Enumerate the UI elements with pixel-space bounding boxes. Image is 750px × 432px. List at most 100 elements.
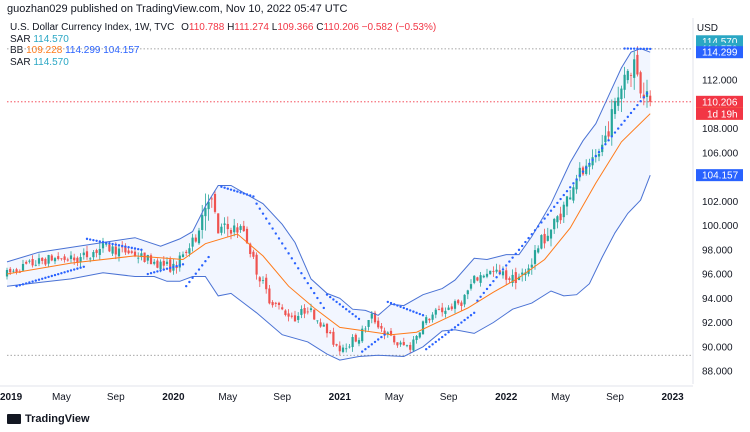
symbol-title[interactable]: U.S. Dollar Currency Index, 1W, TVC bbox=[10, 22, 175, 33]
candle-body bbox=[73, 257, 76, 261]
sar-dot bbox=[172, 265, 175, 269]
candle-body bbox=[117, 248, 121, 257]
candle-body bbox=[69, 255, 73, 260]
sar-dot bbox=[495, 276, 498, 279]
sar-dot bbox=[613, 131, 617, 134]
candle-body bbox=[143, 252, 146, 262]
candle-body bbox=[559, 213, 562, 221]
sar-dot bbox=[124, 245, 127, 248]
sar-dot bbox=[524, 240, 527, 244]
candle-body bbox=[332, 331, 335, 345]
candle-body bbox=[345, 348, 348, 350]
candle-body bbox=[114, 246, 117, 255]
candle-body bbox=[201, 214, 204, 230]
sar-dot bbox=[485, 287, 489, 291]
sar-dot bbox=[517, 248, 521, 252]
countdown-bg bbox=[696, 107, 743, 120]
sar-dot bbox=[508, 260, 511, 263]
sar-dot bbox=[140, 248, 143, 251]
candle-body bbox=[540, 235, 543, 249]
sar-dot bbox=[530, 233, 533, 236]
sar-dot bbox=[505, 264, 508, 267]
sar-dot bbox=[533, 229, 537, 232]
sar-dot bbox=[591, 158, 594, 162]
candle-body bbox=[476, 277, 479, 281]
sar1-value: 114.570 bbox=[33, 33, 69, 45]
candle-body bbox=[140, 253, 143, 258]
sar-dot bbox=[645, 47, 649, 51]
candle-body bbox=[239, 226, 242, 230]
sar-dot bbox=[482, 291, 485, 295]
sar-dot bbox=[229, 188, 233, 191]
candle-body bbox=[466, 290, 469, 295]
candle-body bbox=[287, 313, 290, 317]
sar-dot bbox=[476, 299, 479, 302]
candle-body bbox=[210, 198, 213, 200]
candle-body bbox=[383, 330, 386, 335]
sar-dot bbox=[255, 202, 258, 205]
sar-dot bbox=[300, 272, 303, 275]
sar-dot bbox=[383, 333, 386, 336]
sar-dot bbox=[149, 271, 153, 275]
open-value: 110.788 bbox=[188, 22, 225, 33]
sar-dot bbox=[370, 343, 373, 346]
sar-row-2[interactable]: SAR 114.570 bbox=[10, 57, 436, 69]
candle-body bbox=[412, 339, 415, 351]
change-value: −0.582 (−0.53%) bbox=[361, 22, 437, 33]
sar-dot bbox=[396, 304, 399, 307]
sar-dot bbox=[47, 275, 50, 279]
candle-body bbox=[105, 243, 108, 245]
sar-dot bbox=[633, 47, 636, 50]
bb-basis-value: 109.228 bbox=[26, 45, 63, 56]
tradingview-footer[interactable]: TradingView bbox=[7, 413, 90, 425]
candle-body bbox=[293, 315, 297, 322]
x-tick-label: 2022 bbox=[495, 392, 518, 403]
sar-dot bbox=[626, 115, 629, 119]
sar-dot bbox=[239, 191, 242, 194]
close-value: 110.206 bbox=[323, 22, 359, 33]
candle-body bbox=[508, 278, 511, 280]
sar-dot bbox=[201, 264, 204, 267]
x-tick-label: May bbox=[52, 392, 71, 403]
price-tag-bg bbox=[696, 169, 743, 182]
candle-body bbox=[79, 257, 82, 263]
sar-dot bbox=[479, 295, 482, 299]
candle-body bbox=[626, 70, 629, 81]
candle-body bbox=[130, 251, 133, 253]
sar-dot bbox=[620, 123, 623, 126]
y-tick-label: 100.000 bbox=[702, 221, 739, 232]
price-tag-label: 104.157 bbox=[702, 171, 739, 182]
low-label: L bbox=[271, 22, 278, 33]
price-tag-bg bbox=[696, 95, 743, 108]
brand-label: TradingView bbox=[25, 413, 90, 425]
publisher-line: guozhan029 published on TradingView.com,… bbox=[7, 3, 348, 15]
sar-dot bbox=[460, 321, 463, 324]
sar-dot bbox=[290, 257, 293, 260]
candle-body bbox=[306, 311, 309, 313]
sar-dot bbox=[473, 311, 476, 315]
candle-body bbox=[124, 246, 127, 253]
candle-body bbox=[473, 275, 476, 283]
bb-upper-value: 114.299 bbox=[65, 45, 101, 56]
y-tick-label: 94.000 bbox=[702, 294, 733, 305]
sar-dot bbox=[447, 331, 450, 334]
candle-body bbox=[613, 101, 617, 115]
candle-body bbox=[85, 251, 89, 258]
sar-dot bbox=[130, 246, 133, 250]
sar-dot bbox=[409, 309, 412, 312]
candle-body bbox=[34, 264, 37, 266]
bb-row[interactable]: BB 109.228 114.299 104.157 bbox=[10, 45, 436, 57]
sar-row-1[interactable]: SAR 114.570 bbox=[10, 34, 436, 46]
candle-body bbox=[185, 251, 188, 254]
sar-dot bbox=[434, 340, 437, 344]
candle-body bbox=[399, 342, 402, 345]
candle-body bbox=[258, 277, 261, 282]
sar-dot bbox=[348, 310, 351, 313]
y-tick-label: 98.000 bbox=[702, 245, 733, 256]
sar-dot bbox=[306, 281, 309, 285]
sar-dot bbox=[265, 217, 268, 220]
candle-body bbox=[21, 263, 25, 271]
candle-body bbox=[245, 228, 249, 244]
x-tick-label: 2021 bbox=[329, 392, 352, 403]
